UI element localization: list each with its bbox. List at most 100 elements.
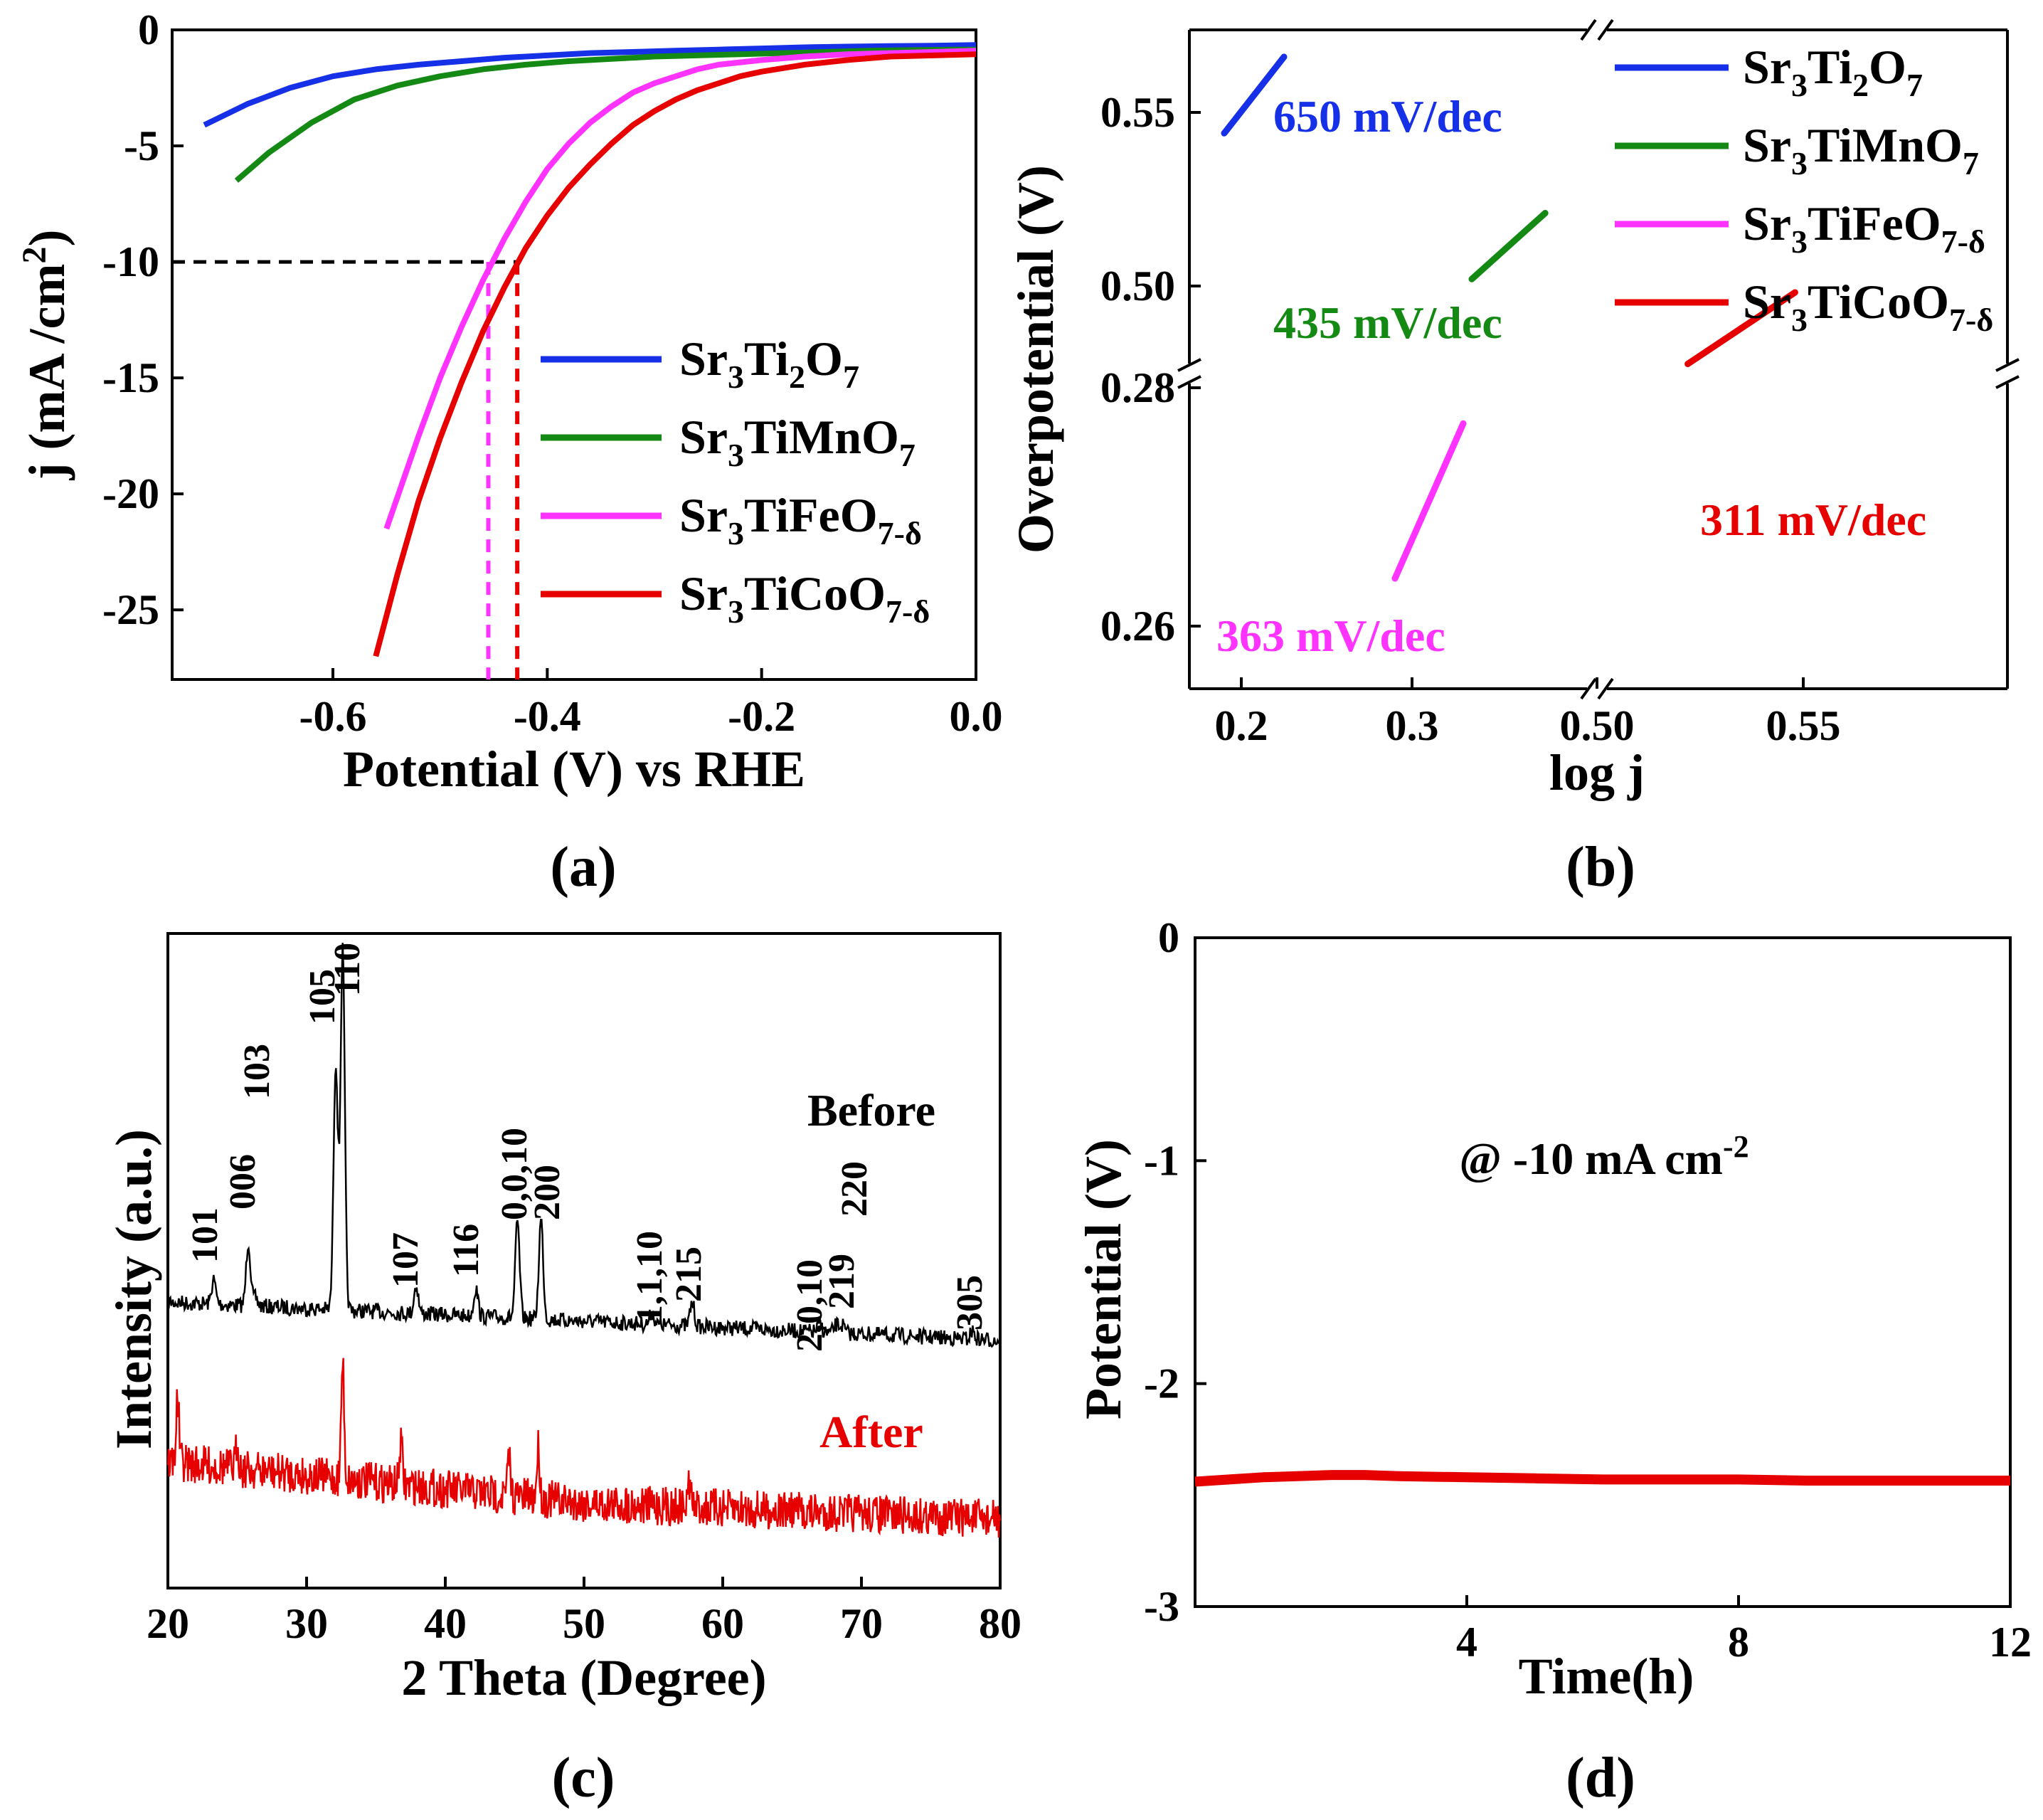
- xrd-after-trace: [166, 1358, 1002, 1538]
- x-tick-label: 0.55: [1766, 702, 1841, 749]
- legend-text-part: TiMnO: [1808, 118, 1963, 172]
- legend-text-part: Sr: [679, 488, 728, 542]
- peak-hkl-label: 200: [527, 1165, 568, 1220]
- legend-text-part: Sr: [1743, 40, 1791, 94]
- y-tick-label: -10: [102, 238, 159, 285]
- axis-break-mark: [1995, 358, 2020, 372]
- legend-text-part: 3: [1791, 302, 1808, 338]
- x-tick-label: 12: [1989, 1619, 2032, 1666]
- after-label: After: [819, 1407, 923, 1457]
- legend-text-part: 3: [728, 437, 744, 473]
- panel-d-frame: [1194, 936, 2012, 1608]
- legend-text-part: TiCoO: [744, 566, 886, 620]
- legend-text-part: Sr: [679, 332, 728, 386]
- x-tick-label: 20: [147, 1600, 189, 1647]
- peak-hkl-label: 0,0,10: [494, 1128, 535, 1220]
- axis-break-mark: [1580, 677, 1597, 700]
- legend-text-part: 3: [1791, 145, 1808, 181]
- legend-text-part: 7: [1963, 145, 1979, 181]
- peak-hkl-label: 105: [302, 969, 343, 1025]
- y-tick-label: -20: [102, 470, 159, 517]
- legend-label: Sr3TiFeO7-δ: [1743, 196, 1985, 260]
- legend-label: Sr3TiFeO7-δ: [679, 488, 922, 551]
- axis-break-mark: [1580, 18, 1597, 41]
- x-tick-label: 8: [1728, 1619, 1749, 1666]
- x-tick-label: 40: [424, 1600, 467, 1647]
- axis-break-mark: [1177, 358, 1201, 372]
- panel-a-frame: [171, 28, 977, 681]
- peak-hkl-label: 101: [185, 1207, 225, 1263]
- peak-hkl-label: 110: [327, 943, 368, 996]
- legend-text-part: 7-δ: [878, 515, 922, 551]
- y-axis-label-part: 2: [16, 247, 53, 264]
- axis-break-mark: [1995, 375, 2020, 389]
- y-tick-label: -5: [124, 122, 159, 169]
- legend-text-part: Sr: [1743, 275, 1791, 329]
- x-tick-label: 70: [840, 1600, 883, 1647]
- xrd-before-trace: [166, 943, 1000, 1348]
- legend-text-part: 7: [899, 437, 916, 473]
- y-axis-label: Overpotential (V): [1007, 165, 1064, 554]
- peak-hkl-label: 2,0,10: [790, 1259, 830, 1352]
- legend-text-part: Ti: [1808, 40, 1852, 94]
- x-tick-label: 50: [563, 1600, 605, 1647]
- panel-c-xrd-chart: 20 30 40 50 60 70 80 2 Theta (Degree) Intensity …: [105, 932, 1022, 1809]
- before-label: Before: [807, 1085, 935, 1136]
- chronopotentiometry-trace: [1194, 1470, 2010, 1487]
- legend-text-part: Sr: [1743, 196, 1791, 250]
- legend-text-part: 7-δ: [1949, 302, 1993, 338]
- legend-text-part: 7: [843, 359, 859, 395]
- x-tick-label: 0.2: [1215, 702, 1268, 749]
- x-axis-label: log j: [1549, 744, 1645, 801]
- y-tick-label: 0: [138, 6, 159, 53]
- y-axis-label: Potential (V): [1075, 1139, 1132, 1419]
- y-tick-label: -1: [1144, 1137, 1179, 1184]
- y-tick-label: -15: [102, 354, 159, 401]
- y-axis-label-part: ): [18, 230, 75, 247]
- panel-label-a: (a): [550, 836, 616, 899]
- peak-hkl-label: 107: [386, 1232, 426, 1288]
- tafel-line-1: [1468, 210, 1549, 282]
- legend-text-part: Ti: [744, 332, 789, 386]
- axis-break-mark: [1597, 677, 1614, 700]
- legend-text-part: Sr: [679, 566, 728, 620]
- legend-text-part: 3: [728, 593, 744, 630]
- legend-text-part: O: [805, 332, 843, 386]
- legend-label: Sr3TiCoO7-δ: [679, 566, 930, 630]
- x-axis-label: Time(h): [1519, 1648, 1694, 1705]
- y-tick-label: 0.50: [1100, 263, 1175, 309]
- legend-label: Sr3TiCoO7-δ: [1743, 275, 1993, 338]
- y-axis-label: Intensity (a.u.): [105, 1129, 162, 1449]
- x-tick-label: -0.6: [299, 693, 367, 740]
- legend-text-part: 7-δ: [1941, 223, 1985, 260]
- x-tick-label: 0.3: [1386, 702, 1439, 749]
- peak-hkl-label: 116: [446, 1224, 487, 1277]
- current-density-annotation: @ -10 mA cm-2: [1459, 1129, 1749, 1184]
- panel-a-lsv-chart: 0 -5 -10 -15 -20 -25 -0.6 -0.4 -0.2 0.0 Potential …: [16, 6, 1003, 899]
- x-tick-label: -0.4: [514, 693, 581, 740]
- axis-break-mark: [1177, 375, 1201, 389]
- legend-text-part: 3: [728, 359, 744, 395]
- tafel-line-2: [1391, 420, 1467, 582]
- peak-hkl-label: 006: [223, 1154, 263, 1210]
- panel-d-stability-chart: 0 -1 -2 -3 4 8 12 Time(h) Potential (V) @ -10 mA …: [1075, 914, 2032, 1809]
- y-tick-label: -3: [1144, 1583, 1179, 1630]
- tafel-slope-label: 363 mV/dec: [1216, 610, 1445, 661]
- series-line-2: [383, 48, 977, 530]
- legend-label: Sr3TiMnO7: [679, 410, 916, 473]
- x-axis-label: 2 Theta (Degree): [401, 1649, 766, 1706]
- legend-text-part: O: [1869, 40, 1906, 94]
- legend-text-part: 7-δ: [886, 593, 930, 630]
- legend-text-part: 3: [1791, 67, 1808, 103]
- y-tick-label: -25: [102, 586, 159, 633]
- annotation-sup: -2: [1723, 1129, 1749, 1164]
- x-tick-label: 80: [979, 1600, 1022, 1647]
- peak-hkl-label: 220: [834, 1161, 875, 1217]
- legend-text-part: 3: [1791, 223, 1808, 260]
- legend-label: Sr3Ti2O7: [1743, 40, 1923, 103]
- y-axis-label-part: j (mA /cm: [18, 264, 75, 481]
- legend-text-part: 2: [789, 359, 805, 395]
- legend-text-part: Sr: [1743, 118, 1791, 172]
- x-tick-label: 60: [701, 1600, 744, 1647]
